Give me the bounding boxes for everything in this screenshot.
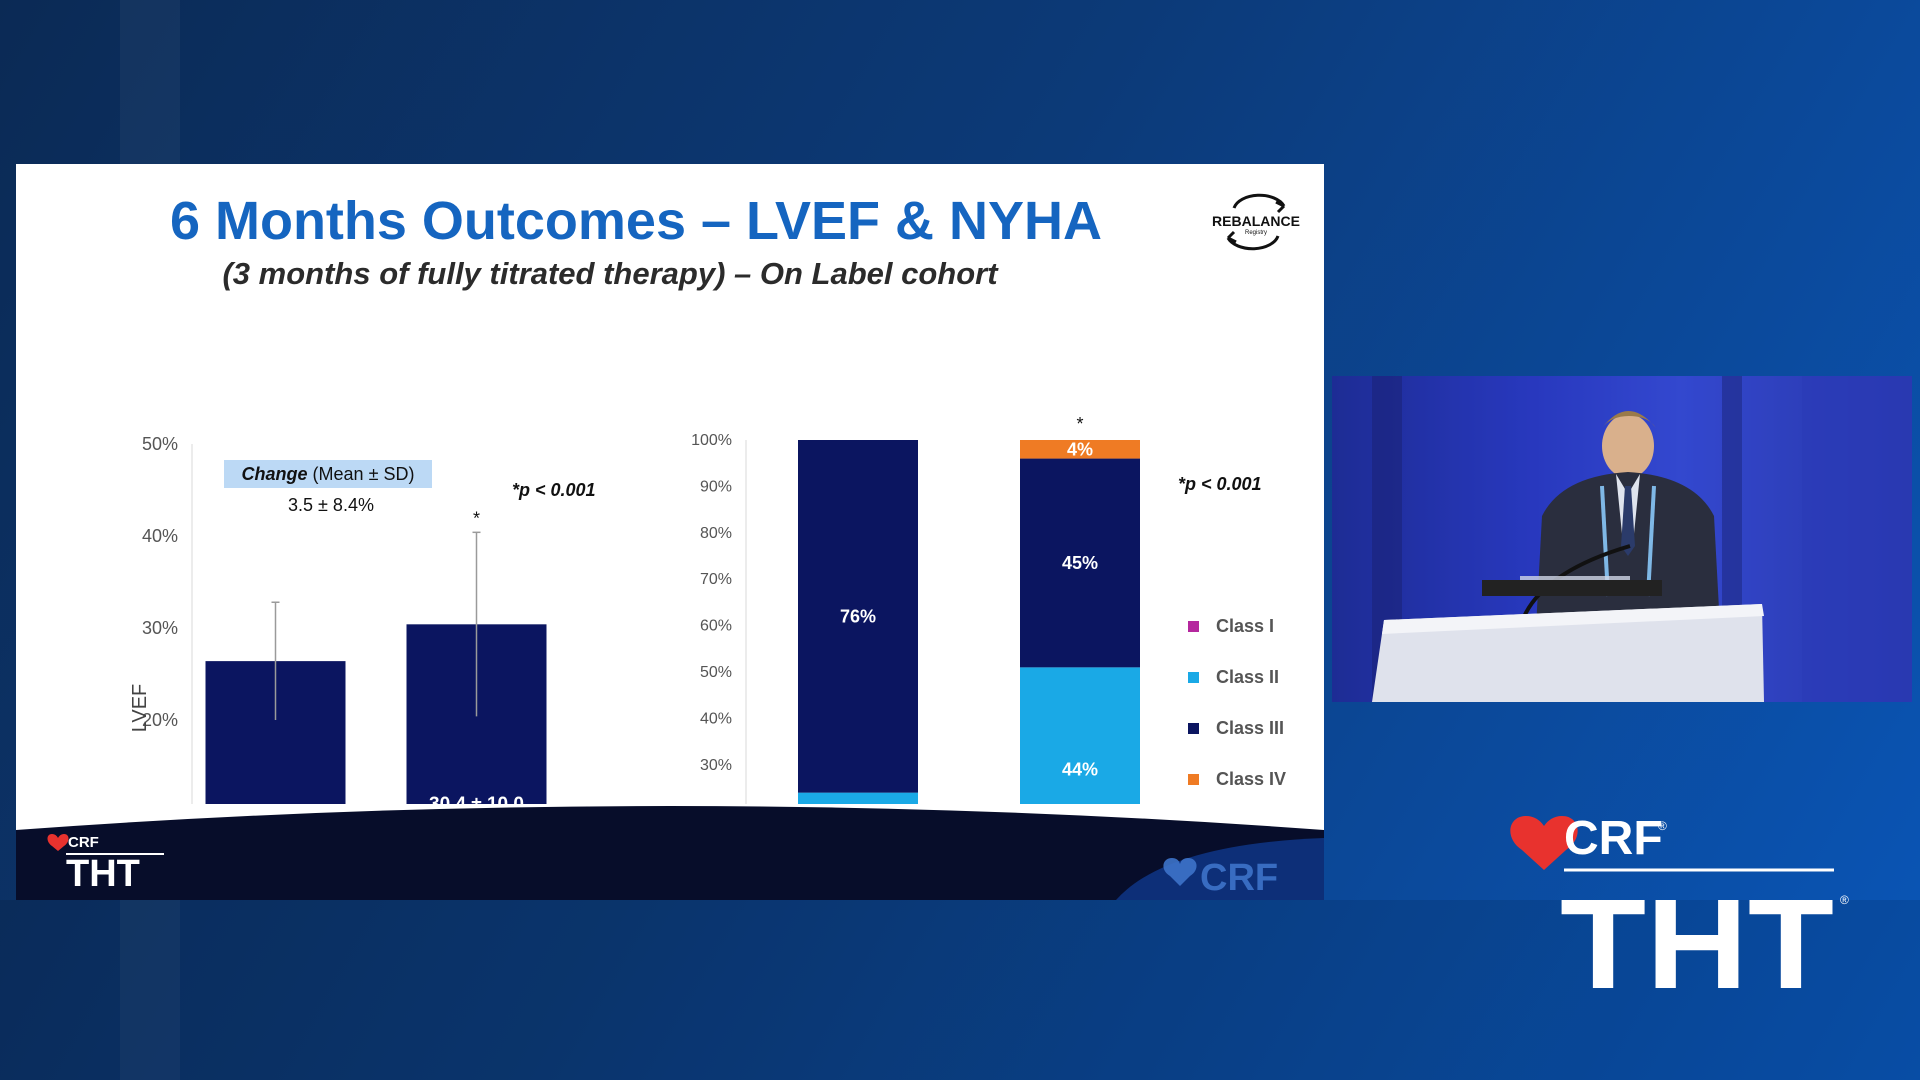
- nyha-bar-segment: [1020, 440, 1140, 459]
- nyha-bar-segment: [1020, 458, 1140, 668]
- nyha-axis-group: 0%10%20%30%40%50%60%70%80%90%100%: [691, 432, 747, 804]
- rebalance-logo-text: REBALANCE: [1212, 213, 1300, 229]
- change-box: [224, 460, 432, 488]
- nyha-chart: 0%10%20%30%40%50%60%70%80%90%100% *p < 0…: [691, 414, 1286, 804]
- nyha-significance-mark: *: [1076, 414, 1083, 434]
- laptop: [1482, 580, 1662, 596]
- legend-swatch: [1188, 774, 1199, 785]
- nyha-y-tick-label: 100%: [691, 432, 732, 449]
- legend-swatch: [1188, 621, 1199, 632]
- tht-text: THT: [1560, 873, 1834, 998]
- nyha-p-value: *p < 0.001: [1178, 474, 1262, 494]
- crf-registered-mark: ®: [1658, 819, 1667, 833]
- tht-registered-mark: ®: [1840, 893, 1849, 907]
- nyha-y-tick-label: 60%: [700, 618, 732, 635]
- slide-subtitle: (3 months of fully titrated therapy) – O…: [222, 256, 998, 291]
- background-band-bottom: [0, 900, 1920, 1080]
- lvef-y-tick-label: 30%: [142, 618, 178, 638]
- slide-title: 6 Months Outcomes – LVEF & NYHA: [169, 191, 1103, 251]
- lvef-chart: 0%10%20%30%40%50% Change (Mean ± SD) 3.5…: [129, 434, 596, 804]
- speaker-hair: [1602, 411, 1656, 428]
- legend-label: Class IV: [1216, 769, 1286, 789]
- lvef-axis-group: 0%10%20%30%40%50%: [142, 434, 193, 804]
- nyha-y-tick-label: 40%: [700, 710, 732, 727]
- watermark-crf-text: CRF: [1200, 857, 1278, 899]
- footer-crf-text: CRF: [68, 834, 99, 851]
- nyha-segment-label: 45%: [1062, 553, 1098, 573]
- legend-swatch: [1188, 723, 1199, 734]
- nyha-bar-segment: [798, 792, 918, 804]
- speaker-tie: [1621, 486, 1635, 556]
- legend-label: Class III: [1216, 718, 1284, 738]
- heart-icon: [1510, 816, 1578, 870]
- nyha-segment-label: 4%: [1067, 439, 1093, 459]
- lvef-bar-label: 30.4 ± 10.0: [429, 794, 524, 804]
- change-value: 3.5 ± 8.4%: [288, 495, 374, 515]
- lvef-y-tick-label: 40%: [142, 526, 178, 546]
- nyha-bar-segment: [798, 440, 918, 793]
- change-label: Change (Mean ± SD): [242, 464, 415, 484]
- nyha-y-tick-label: 90%: [700, 478, 732, 495]
- legend-label: Class I: [1216, 616, 1274, 636]
- lvef-y-axis-label: LVEF: [129, 684, 151, 733]
- lvef-y-tick-label: 20%: [142, 710, 178, 730]
- lvef-y-tick-label: 50%: [142, 434, 178, 454]
- presentation-slide: 6 Months Outcomes – LVEF & NYHA (3 month…: [16, 164, 1324, 900]
- lvef-y-tick-label: 10%: [142, 802, 178, 804]
- nyha-legend: Class I Class II Class III Class IV: [1188, 616, 1286, 789]
- nyha-y-tick-label: 50%: [700, 664, 732, 681]
- footer-crf-tht-logo: CRF THT: [47, 834, 164, 892]
- nyha-y-tick-label: 80%: [700, 525, 732, 542]
- speaker-scene: [1332, 376, 1912, 702]
- nyha-y-tick-label: 30%: [700, 757, 732, 774]
- heart-icon: [1163, 858, 1197, 886]
- heart-icon: [47, 834, 69, 851]
- nyha-y-tick-label: 20%: [700, 803, 732, 804]
- crf-tht-logo: CRF ® THT ®: [1510, 812, 1849, 998]
- nyha-bars: 24%76%Baselinen=2807%44%45%4%*6Mn=231: [798, 414, 1140, 804]
- speaker-face: [1602, 414, 1654, 478]
- lvef-bars: 26.4 ± 6.4Baselinen=28730.4 ± 10.0*6Mn=1…: [205, 508, 547, 804]
- nyha-y-tick-label: 70%: [700, 571, 732, 588]
- rebalance-logo: REBALANCE Registry: [1212, 193, 1300, 251]
- footer-tht-text: THT: [66, 853, 140, 892]
- nyha-bar-segment: [1020, 667, 1140, 804]
- rebalance-logo-subtext: Registry: [1245, 230, 1267, 236]
- slide-crf-watermark: CRF: [1163, 857, 1278, 899]
- legend-swatch: [1188, 672, 1199, 683]
- nyha-segment-label: 76%: [840, 606, 876, 626]
- lvef-p-value: *p < 0.001: [512, 480, 596, 500]
- nyha-segment-label: 44%: [1062, 759, 1098, 779]
- crf-text: CRF: [1564, 812, 1663, 865]
- slide-footer: [16, 806, 1324, 900]
- legend-label: Class II: [1216, 667, 1279, 687]
- lvef-significance-mark: *: [473, 508, 480, 528]
- speaker-video: [1332, 376, 1912, 702]
